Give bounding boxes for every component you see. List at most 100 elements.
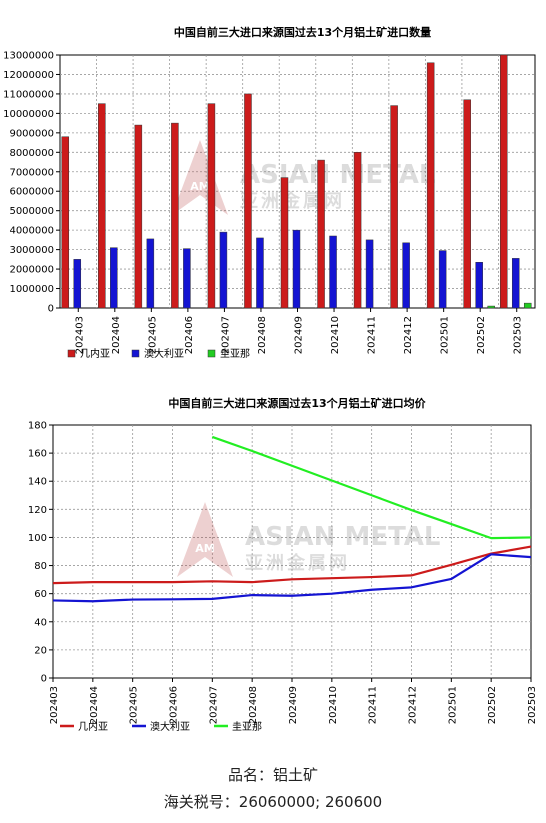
bar [463,99,471,309]
y-tick-label: 12000000 [3,70,54,81]
y-tick-label: 2000000 [9,265,54,276]
x-tick-label: 202502 [487,686,498,724]
y-tick-label: 120 [28,505,47,516]
legend-label: 几内亚 [78,720,108,733]
x-tick-label: 202502 [476,316,487,354]
x-tick-label: 202404 [111,316,122,354]
x-tick-label: 202503 [527,686,538,724]
chart-title: 中国自前三大进口来源国过去13个月铝土矿进口均价 [168,396,426,410]
bar [256,237,264,309]
bar [402,242,410,309]
y-tick-label: 3000000 [9,245,54,256]
legend-swatch [131,349,140,358]
legend-label: 圭亚那 [232,720,262,733]
bar [426,62,435,309]
x-tick-label: 202410 [330,316,341,354]
bar [365,239,374,309]
y-tick-label: 100 [28,533,47,544]
y-tick-label: 13000000 [3,51,54,62]
y-tick-label: 7000000 [9,167,54,178]
bar [98,103,106,309]
bar [317,159,325,309]
bar [171,122,179,309]
y-tick-label: 60 [34,589,47,600]
y-tick-label: 1000000 [9,284,54,295]
import-volume-svg: 中国自前三大进口来源国过去13个月铝土矿进口数量 0 1000000 2000000 3… [3,25,536,360]
y-tick-label: 80 [34,561,47,572]
bar [244,93,252,309]
x-tick-label: 202412 [408,686,419,724]
y-tick-label: 10000000 [3,109,54,120]
x-tick-label: 202404 [89,686,100,724]
bar [390,105,398,309]
watermark-line2: 亚洲金属网 [240,190,345,212]
y-tick-label: 160 [28,449,47,460]
legend-label: 几内亚 [80,347,110,360]
y-tick-label: 4000000 [9,226,54,237]
bar [110,247,118,309]
watermark-logo-text: AM [195,542,214,555]
hs-code: 海关税号：26060000; 260600 [163,793,383,811]
y-tick-label: 0 [48,304,54,315]
y-tick-label: 0 [41,674,47,685]
y-tick-label: 11000000 [3,89,54,100]
x-tick-label: 202501 [440,316,451,354]
import-volume-chart: 中国自前三大进口来源国过去13个月铝土矿进口数量 0 1000000 2000000 3… [0,0,546,374]
watermark-logo-icon [177,502,233,577]
x-tick-label: 202407 [220,316,231,354]
x-tick-label: 202406 [169,686,180,724]
x-tick-label: 202411 [368,686,379,724]
watermark-line1: ASIAN METAL [245,522,441,552]
bar [329,235,337,309]
bar [523,302,532,309]
legend-swatch [207,349,216,358]
y-tick-label: 5000000 [9,206,54,217]
bar [134,124,143,309]
bar [511,258,520,309]
x-tick-label: 202405 [147,316,158,354]
x-tick-label: 202501 [447,686,458,724]
x-tick-label: 202411 [367,316,378,354]
bar [73,259,82,309]
y-tick-label: 20 [34,645,47,656]
bar [475,262,483,309]
legend-label: 澳大利亚 [144,347,184,360]
x-tick-label: 202408 [248,686,259,724]
y-tick-label: 40 [34,617,47,628]
bar [438,250,447,309]
series-line [52,553,532,603]
series-line [211,435,532,540]
import-price-chart: 中国自前三大进口来源国过去13个月铝土矿进口均价 0 20 40 60 80 100 120 1… [0,392,546,741]
legend-swatch [67,349,76,358]
bar [146,238,155,309]
x-tick-label: 202503 [513,316,524,354]
product-name: 品名：铝土矿 [227,766,318,784]
x-tick-label: 202409 [288,686,299,724]
x-tick-label: 202410 [328,686,339,724]
legend-label: 圭亚那 [220,347,250,360]
legend-label: 澳大利亚 [150,720,190,733]
import-price-svg: 中国自前三大进口来源国过去13个月铝土矿进口均价 0 20 40 60 80 100 120 1… [28,396,538,733]
bar [292,229,301,309]
bar [183,248,191,309]
x-tick-label: 202403 [74,316,85,354]
x-tick-label: 202406 [184,316,195,354]
watermark-line2: 亚洲金属网 [245,552,350,574]
bar [499,54,508,309]
chart-title: 中国自前三大进口来源国过去13个月铝土矿进口数量 [174,25,431,39]
y-tick-label: 8000000 [9,148,54,159]
bar [219,231,228,309]
x-tick-label: 202409 [294,316,305,354]
y-tick-label: 180 [28,421,47,432]
x-tick-label: 202405 [129,686,140,724]
x-tick-label: 202407 [208,686,219,724]
series-line [52,545,532,585]
watermark-line1: ASIAN METAL [240,160,436,190]
plot-area [52,424,532,679]
x-tick-label: 202403 [49,686,60,724]
x-tick-label: 202412 [403,316,414,354]
x-tick-label: 202408 [257,316,268,354]
bar [487,305,495,309]
y-tick-label: 140 [28,477,47,488]
